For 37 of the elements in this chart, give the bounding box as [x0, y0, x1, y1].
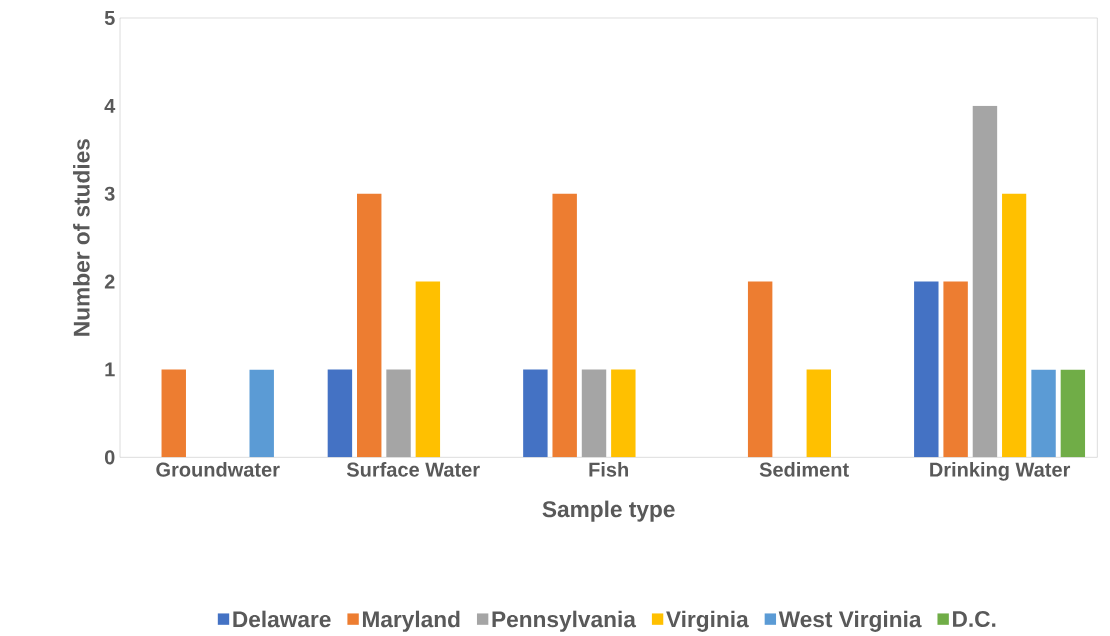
bar [327, 369, 353, 458]
y-tick-label: 0 [104, 450, 115, 465]
legend-label: Virginia [666, 610, 749, 632]
bar [249, 369, 274, 458]
bar [972, 105, 998, 458]
bar [552, 193, 577, 458]
y-axis-title: Number of studies [73, 139, 90, 336]
bar [161, 369, 186, 458]
x-tick-label: Drinking Water [930, 462, 1071, 481]
bar [943, 281, 968, 458]
y-tick-label: 1 [105, 362, 115, 377]
bar [806, 369, 832, 458]
legend-label: Maryland [362, 610, 460, 632]
bar [747, 281, 773, 458]
legend-label: Pennsylvania [492, 610, 637, 632]
bar [1031, 369, 1056, 458]
y-tick-label: 2 [104, 274, 115, 289]
y-tick-label: 4 [104, 98, 116, 113]
bar [611, 369, 636, 458]
x-axis-title: Sample type [542, 500, 675, 522]
x-tick-label: Sediment [759, 462, 849, 477]
bar [386, 369, 411, 458]
bar [357, 193, 382, 458]
bar [1002, 193, 1027, 458]
bar [415, 281, 441, 458]
legend-label: West Virginia [778, 610, 922, 632]
x-tick-label: Groundwater [156, 462, 280, 477]
bar [581, 369, 607, 458]
legend-label: D.C. [953, 610, 996, 628]
legend-label: Delaware [233, 610, 331, 628]
bar [523, 369, 548, 458]
y-tick-label: 3 [104, 186, 115, 201]
x-tick-label: Fish [589, 462, 628, 477]
x-tick-label: Surface Water [346, 462, 480, 477]
bar [1060, 369, 1086, 458]
y-tick-label: 5 [104, 11, 115, 25]
bar [914, 281, 939, 458]
